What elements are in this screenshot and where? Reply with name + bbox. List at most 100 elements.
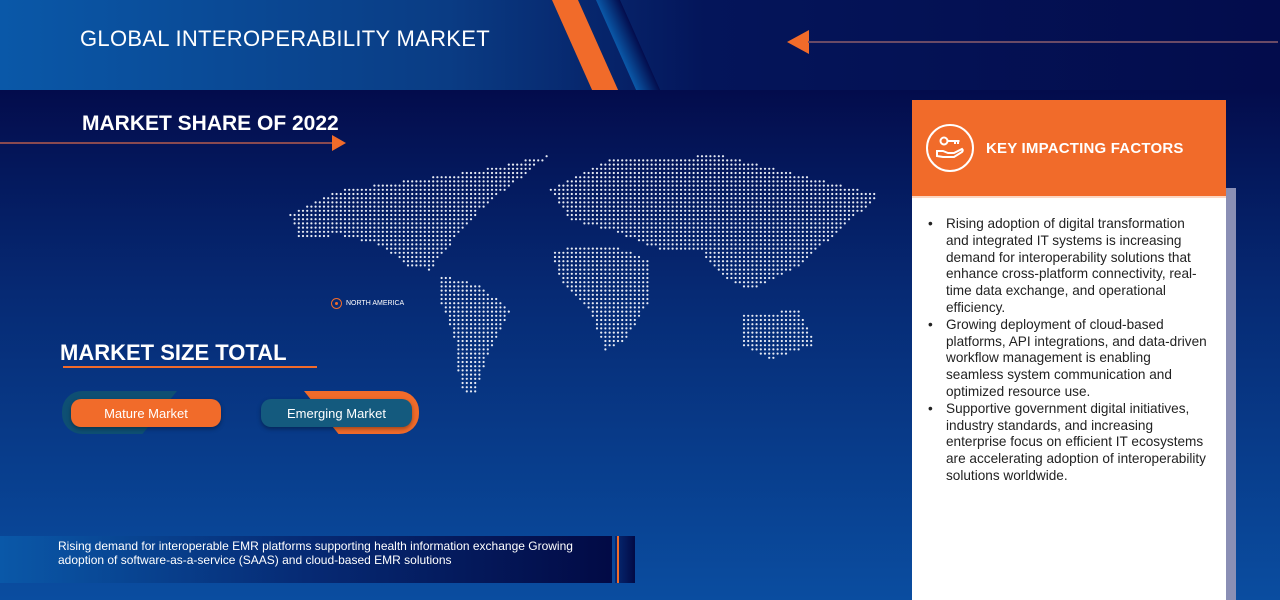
map-dot	[314, 222, 317, 225]
map-dot	[646, 192, 649, 196]
emerging-market-button[interactable]: Emerging Market	[261, 399, 412, 427]
map-dot	[406, 239, 410, 242]
map-dot	[612, 285, 615, 288]
map-dot	[474, 192, 477, 196]
map-dot	[726, 171, 729, 175]
map-dot	[394, 197, 397, 200]
map-dot	[398, 226, 401, 229]
map-dot	[394, 234, 397, 238]
map-dot	[339, 226, 342, 229]
map-dot	[465, 306, 468, 309]
map-dot	[427, 226, 431, 229]
map-dot	[436, 251, 439, 254]
map-dot	[495, 302, 498, 305]
map-dot	[318, 205, 321, 208]
map-dot	[751, 230, 754, 233]
map-dot	[486, 318, 489, 322]
map-dot	[658, 167, 662, 170]
map-dot	[793, 239, 796, 242]
map-dot	[801, 318, 804, 322]
map-dot	[448, 297, 452, 301]
region-marker-north-america[interactable]: NORTH AMERICA	[331, 298, 404, 309]
map-dot	[776, 230, 779, 233]
map-dot	[432, 234, 435, 238]
map-dot	[616, 222, 620, 225]
map-dot	[742, 276, 746, 280]
map-dot	[789, 197, 792, 200]
map-dot	[768, 348, 771, 351]
map-dot	[406, 180, 410, 183]
map-dot	[478, 184, 481, 187]
map-dot	[633, 314, 636, 317]
map-dot	[734, 159, 737, 162]
map-dot	[490, 171, 494, 175]
map-dot	[440, 239, 443, 242]
map-dot	[625, 205, 628, 208]
map-dot	[759, 226, 762, 229]
map-dot	[755, 234, 758, 238]
map-dot	[390, 205, 393, 208]
map-dot	[650, 192, 653, 196]
map-dot	[671, 201, 674, 204]
map-dot	[759, 352, 762, 355]
map-dot	[747, 184, 750, 187]
map-dot	[692, 176, 695, 179]
map-dot	[734, 218, 737, 221]
map-dot	[751, 176, 754, 179]
map-dot	[747, 327, 750, 330]
map-dot	[474, 310, 477, 313]
map-dot	[675, 184, 678, 187]
map-dot	[411, 260, 414, 263]
map-dot	[457, 222, 460, 225]
map-dot	[810, 251, 813, 254]
map-dot	[411, 218, 414, 221]
map-dot	[852, 197, 855, 200]
map-dot	[490, 327, 494, 330]
map-dot	[654, 159, 657, 162]
map-dot	[692, 184, 695, 187]
map-dot	[532, 159, 536, 162]
map-dot	[726, 159, 729, 162]
map-dot	[793, 327, 796, 330]
map-dot	[789, 205, 792, 208]
map-dot	[616, 192, 620, 196]
map-dot	[583, 218, 586, 221]
map-dot	[801, 201, 804, 204]
map-dot	[608, 268, 611, 271]
map-dot	[398, 255, 401, 259]
map-dot	[595, 184, 599, 187]
map-dot	[600, 176, 603, 179]
map-dot	[461, 302, 464, 305]
map-dot	[465, 213, 468, 217]
map-dot	[747, 276, 750, 280]
map-dot	[600, 180, 603, 183]
map-dot	[776, 268, 779, 271]
map-dot	[432, 226, 435, 229]
map-dot	[713, 201, 716, 204]
map-dot	[826, 213, 830, 217]
map-dot	[751, 201, 754, 204]
map-dot	[406, 230, 410, 233]
map-dot	[322, 226, 326, 229]
map-dot	[730, 213, 733, 217]
map-dot	[625, 260, 628, 263]
map-dot	[654, 209, 657, 212]
map-dot	[490, 176, 494, 179]
map-dot	[776, 335, 779, 338]
map-dot	[789, 251, 792, 254]
map-dot	[625, 192, 628, 196]
map-dot	[621, 188, 624, 191]
map-dot	[322, 234, 326, 238]
map-dot	[700, 222, 704, 225]
map-dot	[780, 260, 783, 263]
map-dot	[427, 192, 431, 196]
map-dot	[600, 335, 603, 338]
map-dot	[663, 192, 666, 196]
map-dot	[469, 201, 473, 204]
map-dot	[755, 344, 758, 347]
map-dot	[822, 188, 825, 191]
map-dot	[583, 264, 586, 267]
map-dot	[755, 163, 758, 166]
mature-market-button[interactable]: Mature Market	[71, 399, 221, 427]
map-dot	[814, 201, 817, 204]
